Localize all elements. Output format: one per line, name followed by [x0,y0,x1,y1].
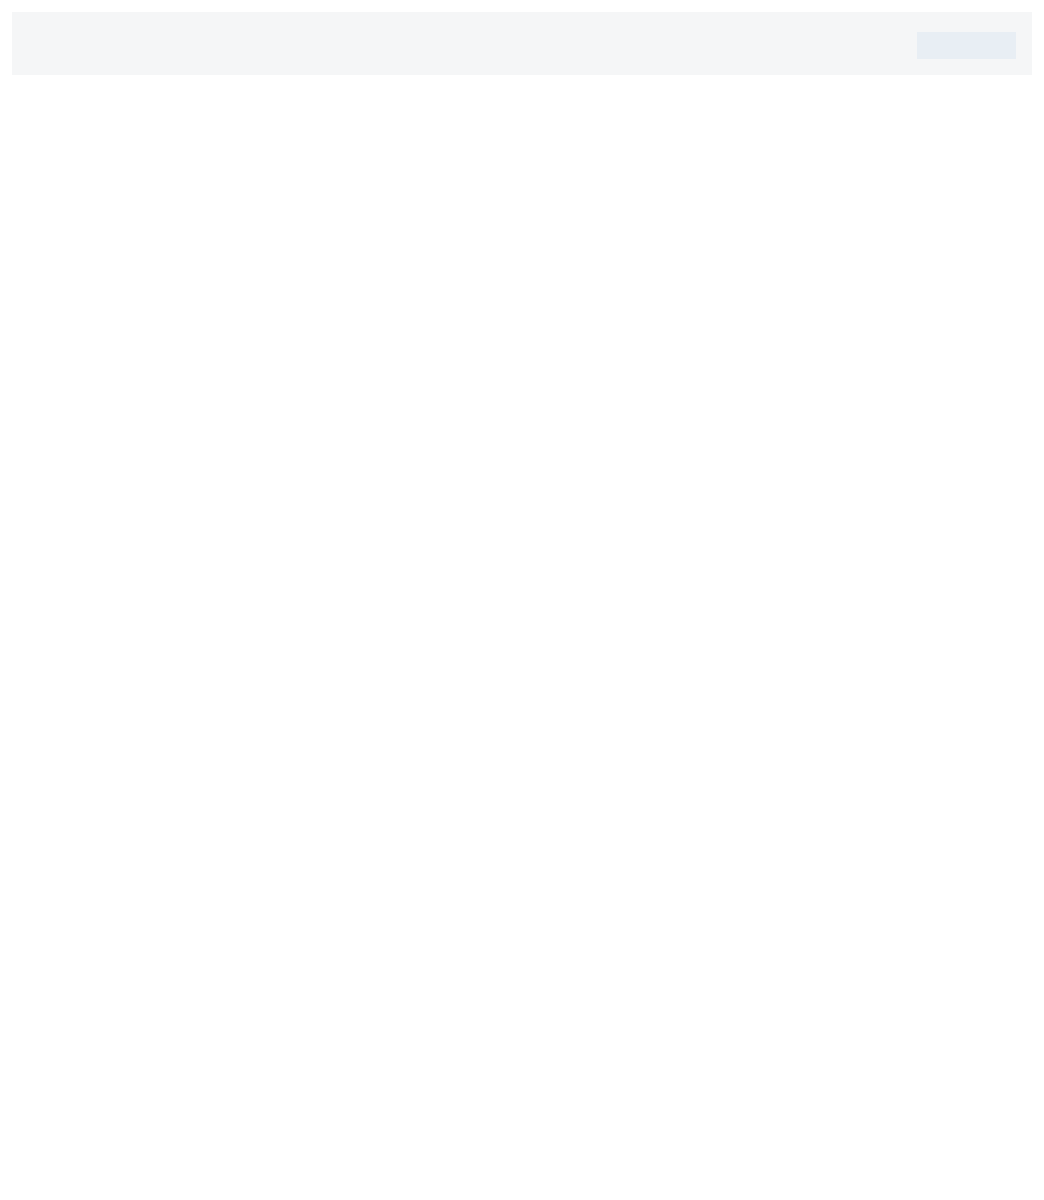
header-row [28,32,1016,59]
col-points [423,32,522,59]
col-playoffs [522,32,621,59]
col-stanley [917,32,1016,59]
standings-table [28,32,1016,59]
col-logo [127,32,226,59]
col-team [226,32,325,59]
col-record [324,32,423,59]
col-round2 [621,32,720,59]
standings-frame [12,12,1032,75]
col-final [818,32,917,59]
col-round3 [720,32,819,59]
col-expwin [28,32,127,59]
